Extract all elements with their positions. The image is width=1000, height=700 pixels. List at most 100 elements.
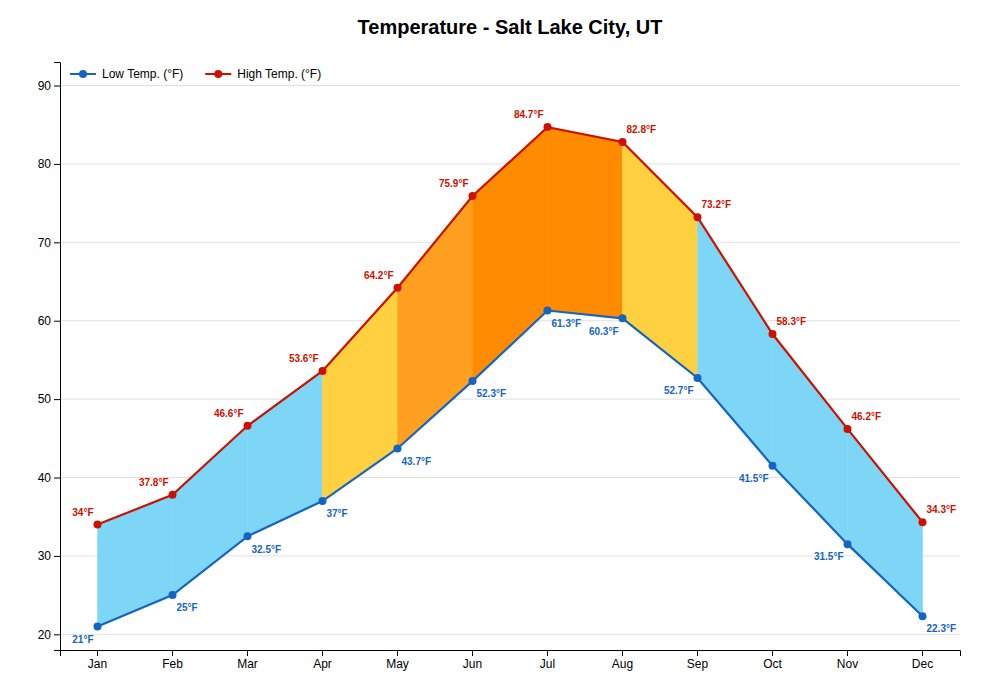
point <box>244 422 252 430</box>
tick: 40 <box>38 471 60 485</box>
tick-mark <box>54 86 60 87</box>
tick: 60 <box>38 314 60 328</box>
point <box>694 213 702 221</box>
band-segment <box>773 334 848 544</box>
tick-mark <box>622 650 623 656</box>
tick-mark <box>247 650 248 656</box>
tick-mark <box>697 650 698 656</box>
grid <box>60 86 960 635</box>
band-segment <box>323 288 398 501</box>
tick-mark <box>772 650 773 656</box>
series <box>94 123 927 528</box>
tick-label: May <box>386 657 409 671</box>
tick: 80 <box>38 157 60 171</box>
tick-label: Dec <box>912 657 933 671</box>
tick-mark <box>54 478 60 479</box>
tick-label: Aug <box>612 657 633 671</box>
tick: Mar <box>237 650 258 671</box>
axis-line <box>61 651 961 657</box>
point <box>244 532 252 540</box>
legend-item: High Temp. (°F) <box>205 67 321 81</box>
tick-label: Mar <box>237 657 258 671</box>
point <box>844 540 852 548</box>
x-axis: Jan Feb Mar Apr May Jun Jul Aug Sep Oct Nov Dec <box>61 650 961 671</box>
band-segment <box>548 127 623 318</box>
tick: Feb <box>162 650 183 671</box>
data-label: 31.5°F <box>814 551 844 562</box>
tick-mark <box>172 650 173 656</box>
point <box>319 497 327 505</box>
data-label: 43.7°F <box>402 456 432 467</box>
point <box>319 367 327 375</box>
tick: 70 <box>38 236 60 250</box>
point <box>469 377 477 385</box>
tick-label: 50 <box>38 392 52 406</box>
tick-label: Nov <box>837 657 858 671</box>
band-segment <box>473 127 548 381</box>
data-label: 34.3°F <box>927 504 957 515</box>
tick-mark <box>97 650 98 656</box>
data-label: 25°F <box>177 602 198 613</box>
tick-mark <box>54 399 60 400</box>
legend-item: Low Temp. (°F) <box>70 67 183 81</box>
plot: JanFebMarAprMayJunJulAugSepOctNovDec2030… <box>38 63 961 671</box>
tick-mark <box>322 650 323 656</box>
band-segment <box>698 217 773 466</box>
point <box>694 374 702 382</box>
tick-label: 70 <box>38 236 52 250</box>
band-segment <box>398 196 473 448</box>
band-segment <box>98 495 173 627</box>
data-label: 84.7°F <box>514 109 544 120</box>
data-label: 52.7°F <box>664 385 694 396</box>
data-label: 52.3°F <box>477 388 507 399</box>
tick-label: 40 <box>38 471 52 485</box>
point <box>94 622 102 630</box>
line <box>98 311 923 627</box>
band-segment <box>848 429 923 616</box>
tick: 50 <box>38 392 60 406</box>
tick-label: Feb <box>162 657 183 671</box>
tick-label: Oct <box>763 657 782 671</box>
tick: Aug <box>612 650 633 671</box>
point <box>769 462 777 470</box>
tick-mark <box>397 650 398 656</box>
tick: May <box>386 650 409 671</box>
point <box>919 612 927 620</box>
point <box>619 138 627 146</box>
data-label: 73.2°F <box>702 199 732 210</box>
point <box>619 314 627 322</box>
tick-mark <box>54 242 60 243</box>
data-label: 82.8°F <box>627 124 657 135</box>
tick: Nov <box>837 650 858 671</box>
tick-label: 90 <box>38 79 52 93</box>
tick-label: Jun <box>463 657 482 671</box>
marks <box>94 123 927 630</box>
point <box>544 307 552 315</box>
data-labels: 21°F25°F32.5°F37°F43.7°F52.3°F61.3°F60.3… <box>72 109 956 645</box>
tick: Oct <box>763 650 782 671</box>
y-axis: 2030405060708090 <box>38 63 61 651</box>
tick-label: 60 <box>38 314 52 328</box>
tick: Dec <box>912 650 933 671</box>
tick: Jul <box>540 650 555 671</box>
tick-mark <box>54 164 60 165</box>
legend-label: High Temp. (°F) <box>237 67 321 81</box>
line <box>98 127 923 524</box>
data-label: 46.2°F <box>852 411 882 422</box>
title: Temperature - Salt Lake City, UT <box>358 16 663 38</box>
band-segment <box>248 371 323 536</box>
data-label: 61.3°F <box>552 318 582 329</box>
tick-label: 20 <box>38 628 52 642</box>
point <box>919 518 927 526</box>
data-label: 60.3°F <box>589 326 619 337</box>
point <box>394 284 402 292</box>
tick: Jan <box>88 650 107 671</box>
tick-label: 80 <box>38 157 52 171</box>
series <box>94 307 927 631</box>
tick-mark <box>472 650 473 656</box>
legend: Low Temp. (°F) High Temp. (°F) <box>70 67 321 81</box>
point <box>169 591 177 599</box>
tick-mark <box>547 650 548 656</box>
tick-label: Apr <box>313 657 332 671</box>
tick: Sep <box>687 650 709 671</box>
